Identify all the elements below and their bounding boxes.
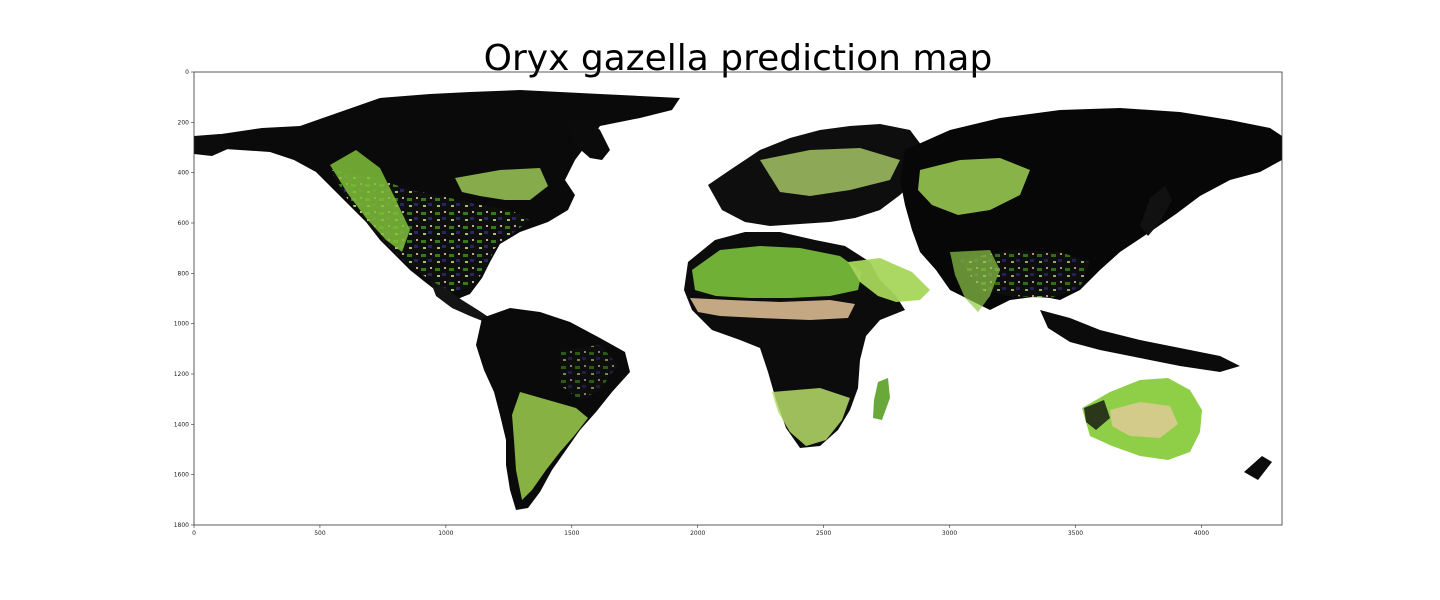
y-tick-label: 1400 <box>174 421 189 428</box>
southern-africa-green <box>772 388 850 446</box>
europe-green <box>760 148 900 196</box>
south-america-green <box>512 392 588 500</box>
x-axis: 0 500 1000 1500 2000 2500 3000 3500 4000 <box>192 525 1209 537</box>
madagascar <box>873 378 890 420</box>
central-america <box>430 280 490 322</box>
map-raster <box>194 90 1282 510</box>
x-tick-label: 3000 <box>942 530 957 537</box>
southeast-asia-islands <box>1040 310 1240 372</box>
south-america-mix <box>560 345 618 400</box>
y-tick-label: 1000 <box>174 321 189 328</box>
y-tick-label: 1800 <box>174 522 189 529</box>
x-tick-label: 2000 <box>690 530 705 537</box>
y-tick-label: 1600 <box>174 472 189 479</box>
x-tick-label: 0 <box>192 530 196 537</box>
x-tick-label: 500 <box>314 530 326 537</box>
greenland <box>566 118 610 160</box>
y-tick-label: 0 <box>185 69 189 76</box>
sahel-tan <box>690 298 855 320</box>
plot-area-border <box>193 71 1283 526</box>
y-axis: 0 200 400 600 800 1000 1200 1400 1600 1800 <box>174 69 194 529</box>
x-tick-label: 1000 <box>438 530 453 537</box>
north-america-east-green <box>455 168 548 200</box>
west-edge-landmass <box>194 134 230 156</box>
central-asia-green <box>918 158 1030 215</box>
australia-center <box>1110 402 1178 438</box>
x-tick-label: 2500 <box>816 530 831 537</box>
axes-frame <box>193 71 1283 526</box>
y-tick-label: 1200 <box>174 371 189 378</box>
australia-dark <box>1084 400 1110 430</box>
north-america-grassland <box>330 150 410 252</box>
chart-title: Oryx gazella prediction map <box>484 38 993 79</box>
x-tick-label: 3500 <box>1068 530 1083 537</box>
sahara-green <box>692 246 862 298</box>
india-green <box>950 250 1000 312</box>
y-tick-label: 400 <box>178 170 190 177</box>
arabia <box>848 258 930 302</box>
y-tick-label: 800 <box>178 270 190 277</box>
y-tick-label: 600 <box>178 220 190 227</box>
north-america-landmass <box>194 90 680 300</box>
new-zealand <box>1244 456 1272 480</box>
x-tick-label: 1500 <box>564 530 579 537</box>
y-tick-label: 200 <box>178 119 190 126</box>
japan <box>1140 186 1172 236</box>
x-tick-label: 4000 <box>1194 530 1209 537</box>
